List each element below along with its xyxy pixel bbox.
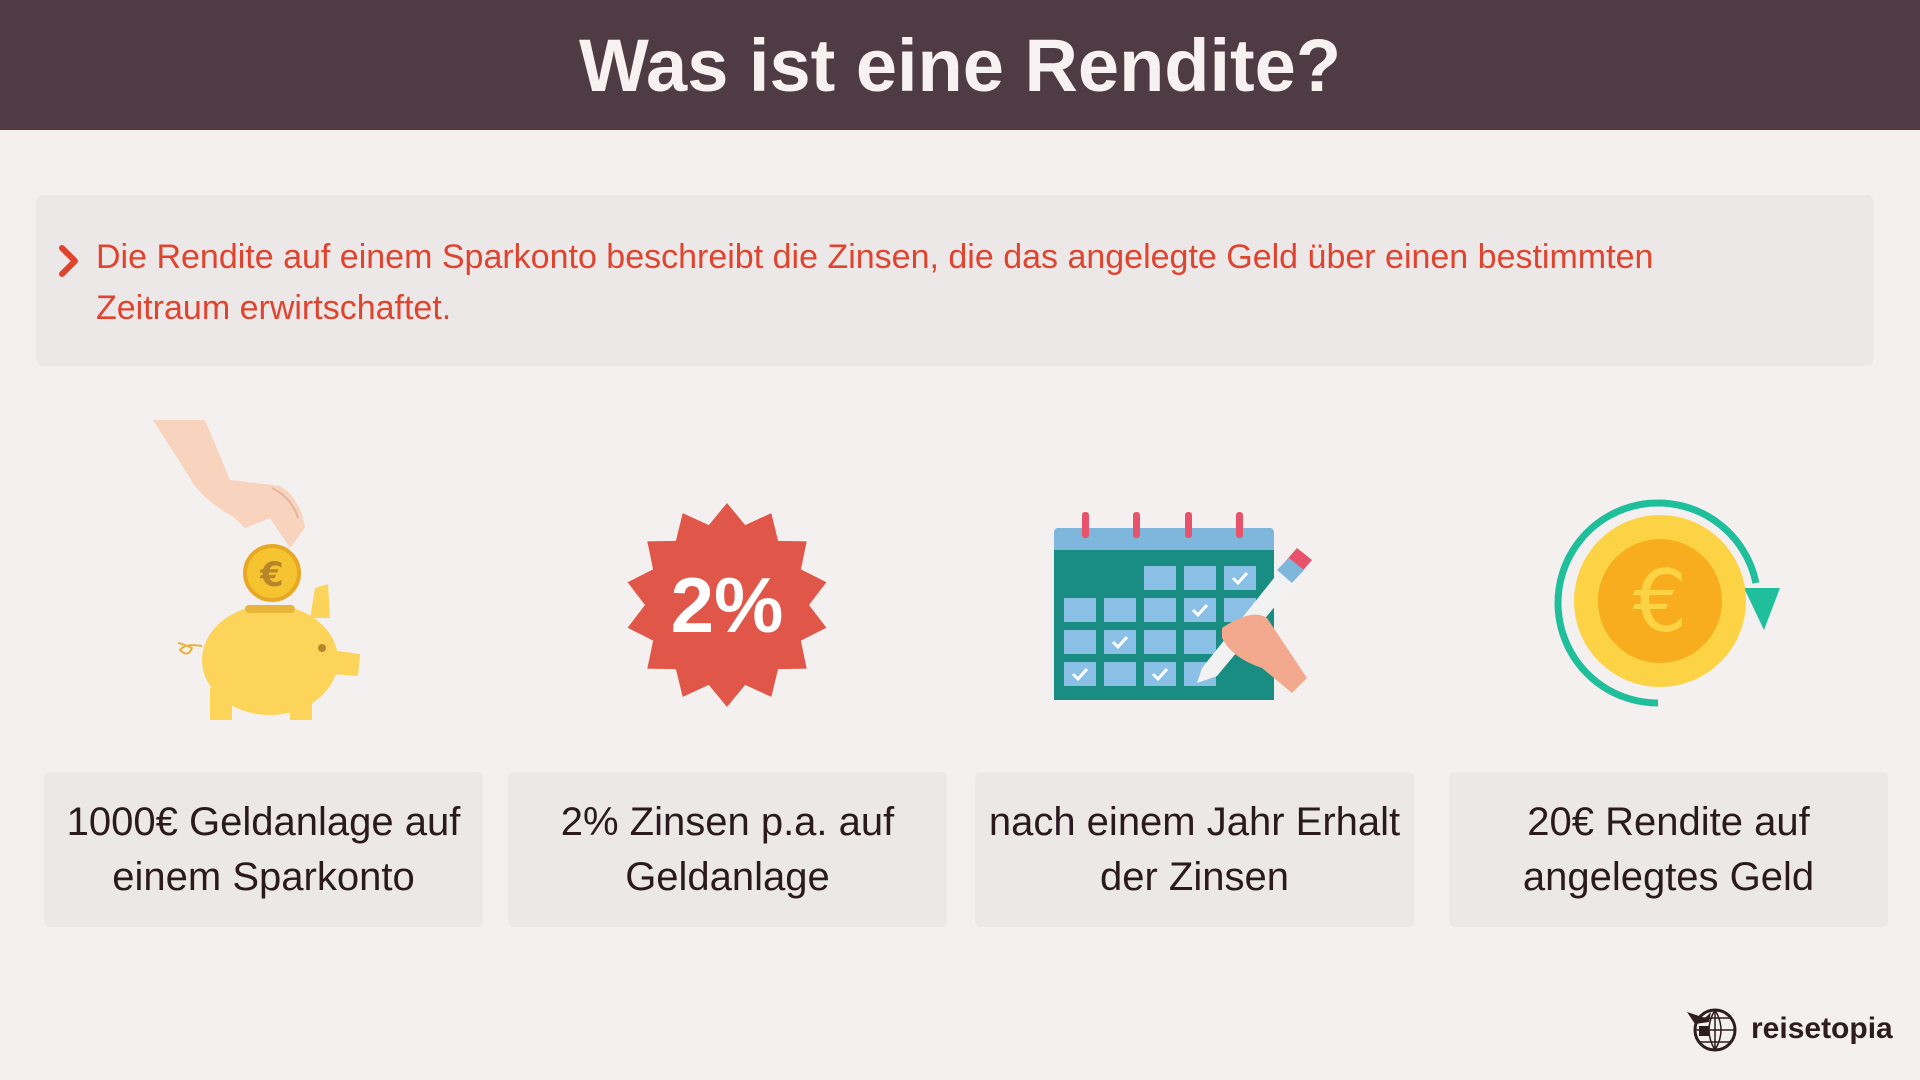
step-label: 2% Zinsen p.a. auf Geldanlage xyxy=(560,799,895,899)
piggy-bank-icon: € xyxy=(153,420,360,720)
logo-text: reisetopia xyxy=(1751,1012,1893,1045)
calendar-cell xyxy=(1184,630,1216,654)
globe-airplane-icon xyxy=(1687,1008,1737,1052)
euro-coin-return-icon: € xyxy=(1554,499,1780,707)
step-card-investment: 1000€ Geldanlage auf einem Sparkonto xyxy=(44,772,483,927)
calendar-cell xyxy=(1184,598,1216,622)
calendar-cell xyxy=(1144,566,1176,590)
step-card-year: nach einem Jahr Erhalt der Zinsen xyxy=(975,772,1414,927)
header-banner: Was ist eine Rendite? xyxy=(0,0,1920,130)
step-card-return: 20€ Rendite auf angelegtes Geld xyxy=(1449,772,1888,927)
calendar-cell xyxy=(1224,566,1256,590)
calendar-cell xyxy=(1064,630,1096,654)
info-text: Die Rendite auf einem Sparkonto beschrei… xyxy=(96,238,1654,327)
info-box xyxy=(36,195,1874,366)
check-icon xyxy=(1191,603,1209,618)
calendar-cell xyxy=(1104,598,1136,622)
calendar-cell xyxy=(1144,598,1176,622)
percent-badge-icon: 2% xyxy=(627,503,827,707)
check-icon xyxy=(1071,667,1089,682)
calendar-cell xyxy=(1144,630,1176,654)
svg-text:€: € xyxy=(259,555,284,595)
step-label: 20€ Rendite auf angelegtes Geld xyxy=(1522,799,1815,899)
calendar-cell xyxy=(1184,566,1216,590)
check-icon xyxy=(1151,667,1169,682)
step-label: 1000€ Geldanlage auf einem Sparkonto xyxy=(66,799,461,899)
check-icon xyxy=(1231,571,1249,586)
check-icon xyxy=(1111,635,1129,650)
calendar-cell xyxy=(1144,662,1176,686)
calendar-icon xyxy=(1054,512,1312,700)
calendar-cell xyxy=(1104,662,1136,686)
badge-text: 2% xyxy=(671,561,784,649)
reisetopia-logo: reisetopia xyxy=(1685,1002,1893,1056)
svg-text:€: € xyxy=(1633,552,1688,652)
calendar-cell xyxy=(1104,630,1136,654)
chevron-right-icon xyxy=(59,245,78,277)
step-card-interest: 2% Zinsen p.a. auf Geldanlage xyxy=(508,772,947,927)
calendar-cell xyxy=(1064,662,1096,686)
page-title: Was ist eine Rendite? xyxy=(578,23,1342,107)
step-label: nach einem Jahr Erhalt der Zinsen xyxy=(988,799,1401,899)
calendar-cell xyxy=(1064,598,1096,622)
